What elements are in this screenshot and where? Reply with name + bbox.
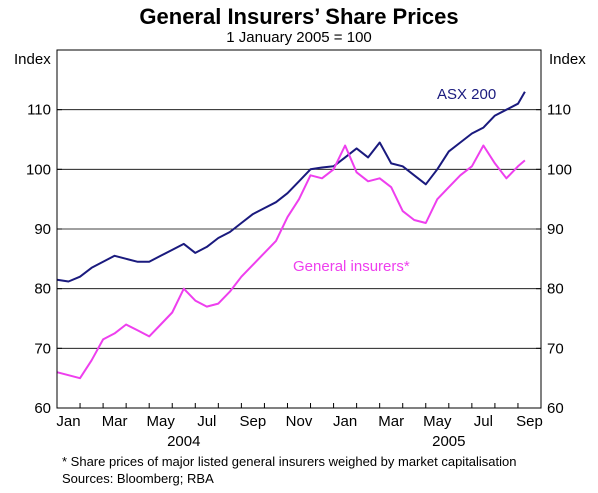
- ytick-label-right-100: 100: [547, 161, 572, 178]
- axis-labels: 60 60 70 70 80 80 90 90 100 100 110 110 Jan Mar May Jul…: [26, 102, 572, 450]
- ytick-label-right-90: 90: [547, 221, 564, 238]
- ytick-label-left-90: 90: [34, 221, 51, 238]
- ytick-label-right-110: 110: [547, 102, 571, 119]
- xtick-label-0: Jan: [56, 413, 80, 430]
- legend-asx200: ASX 200: [437, 86, 496, 103]
- ytick-label-left-60: 60: [34, 400, 51, 417]
- xtick-label-5: Nov: [286, 413, 313, 430]
- chart-notes: * Share prices of major listed general i…: [62, 453, 517, 487]
- xtick-label-9: Jul: [474, 413, 493, 430]
- ytick-label-right-60: 60: [547, 400, 564, 417]
- series-line-1: [56, 144, 526, 380]
- series-line-0: [56, 91, 526, 283]
- year-label-2004: 2004: [167, 433, 200, 450]
- sources: Sources: Bloomberg; RBA: [62, 471, 214, 486]
- footnote: * Share prices of major listed general i…: [62, 454, 517, 469]
- y-axis-label-right: Index: [549, 51, 586, 68]
- ytick-label-left-110: 110: [27, 102, 51, 119]
- chart-subtitle: 1 January 2005 = 100: [226, 29, 372, 46]
- xtick-label-7: Mar: [378, 413, 404, 430]
- series-lines: [56, 91, 526, 380]
- xtick-label-2: May: [147, 413, 176, 430]
- axis-ticks: [57, 109, 541, 409]
- xtick-label-3: Jul: [197, 413, 216, 430]
- ytick-label-left-80: 80: [34, 281, 51, 298]
- xtick-label-10: Sep: [516, 413, 543, 430]
- year-label-2005: 2005: [432, 433, 465, 450]
- ytick-label-right-70: 70: [547, 340, 564, 357]
- y-axis-label-left: Index: [14, 51, 51, 68]
- legend-general-insurers: General insurers*: [293, 258, 410, 275]
- chart-title: General Insurers’ Share Prices: [139, 4, 459, 29]
- ytick-label-left-70: 70: [34, 340, 51, 357]
- ytick-label-right-80: 80: [547, 281, 564, 298]
- xtick-label-6: Jan: [333, 413, 357, 430]
- ytick-label-left-100: 100: [26, 161, 51, 178]
- xtick-label-1: Mar: [102, 413, 128, 430]
- xtick-label-4: Sep: [240, 413, 267, 430]
- xtick-label-8: May: [423, 413, 452, 430]
- gridlines: [57, 109, 541, 349]
